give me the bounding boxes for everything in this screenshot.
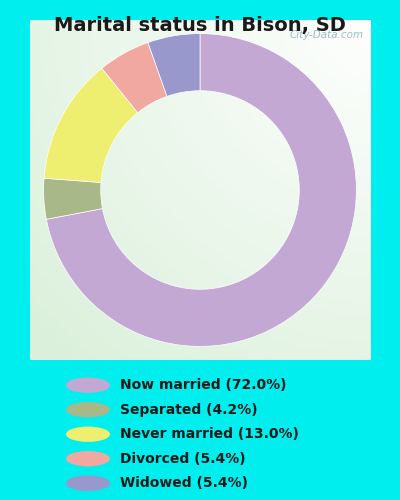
Wedge shape (148, 34, 200, 96)
Wedge shape (102, 42, 167, 112)
Text: Divorced (5.4%): Divorced (5.4%) (120, 452, 246, 466)
Wedge shape (44, 68, 138, 182)
Wedge shape (46, 34, 356, 346)
Text: Never married (13.0%): Never married (13.0%) (120, 427, 299, 441)
Text: Now married (72.0%): Now married (72.0%) (120, 378, 286, 392)
Text: Separated (4.2%): Separated (4.2%) (120, 402, 258, 416)
Circle shape (66, 378, 110, 393)
Circle shape (66, 451, 110, 466)
Text: City-Data.com: City-Data.com (289, 30, 363, 40)
Text: Widowed (5.4%): Widowed (5.4%) (120, 476, 248, 490)
Circle shape (66, 402, 110, 417)
Circle shape (66, 426, 110, 442)
Circle shape (66, 476, 110, 491)
Wedge shape (44, 178, 102, 220)
Text: Marital status in Bison, SD: Marital status in Bison, SD (54, 16, 346, 35)
